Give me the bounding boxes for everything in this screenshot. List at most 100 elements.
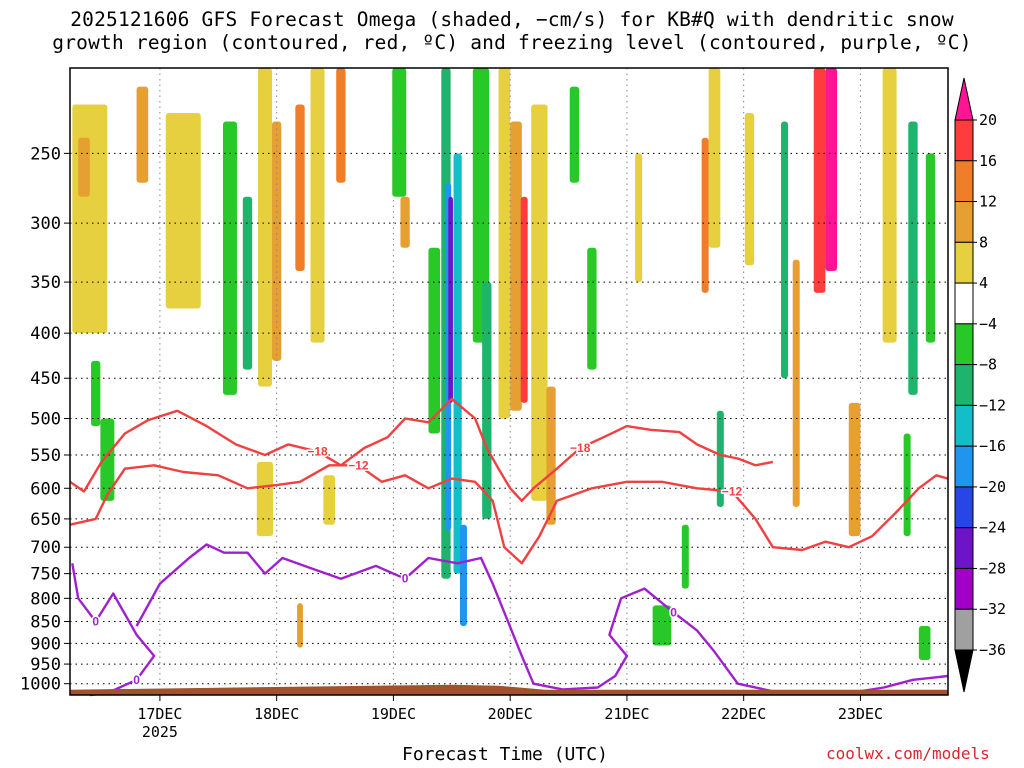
omega-cell (257, 68, 272, 387)
omega-cell (498, 68, 511, 419)
omega-cell (903, 433, 911, 537)
contour-label: −12 (722, 484, 743, 498)
omega-cell (222, 121, 237, 395)
x-tick-year: 2025 (142, 723, 178, 741)
colorbar-label: 16 (979, 152, 997, 170)
omega-cell (295, 104, 305, 271)
omega-cell (323, 475, 336, 525)
omega-cell (908, 121, 918, 395)
contour-label: −12 (348, 458, 369, 472)
y-tick-label: 550 (30, 446, 61, 466)
omega-cell (400, 196, 410, 248)
omega-cell (482, 282, 492, 519)
omega-cell (701, 137, 709, 293)
y-tick-label: 250 (30, 144, 61, 164)
omega-cell (635, 153, 643, 283)
contour-label: 0 (670, 605, 677, 619)
ground-strip (70, 684, 948, 695)
omega-cell (453, 153, 462, 574)
y-tick-label: 600 (30, 479, 61, 499)
x-tick-label: 19DEC (371, 705, 416, 723)
omega-cell (336, 68, 346, 183)
omega-cell (520, 196, 528, 403)
omega-cell (448, 196, 453, 403)
contour-line (69, 464, 949, 565)
colorbar-label: −20 (979, 478, 1006, 496)
colorbar-swatch (954, 160, 974, 203)
plot-frame (69, 67, 949, 696)
omega-cell (569, 86, 580, 183)
contour-line (71, 563, 156, 697)
colorbar-min-arrow (954, 649, 974, 693)
colorbar-label: −12 (979, 396, 1006, 414)
x-tick-label: 17DEC (137, 705, 182, 723)
omega-cell (781, 121, 789, 379)
contour-line (69, 397, 774, 502)
y-tick-label: 650 (30, 510, 61, 530)
omega-cell (825, 68, 838, 271)
x-tick-label: 20DEC (488, 705, 533, 723)
omega-cell (813, 68, 826, 293)
omega-cell (792, 259, 800, 507)
colorbar-max-arrow (954, 77, 974, 121)
contour-label: 0 (92, 615, 99, 629)
source-watermark: coolwx.com/models (826, 744, 990, 763)
colorbar-label: −8 (979, 356, 997, 374)
contour-label: 0 (402, 572, 409, 586)
colorbar-label: 12 (979, 193, 997, 211)
colorbar-label: 4 (979, 274, 988, 292)
colorbar-swatch (954, 364, 974, 406)
omega-cell (459, 524, 467, 626)
colorbar-label: −28 (979, 559, 1006, 577)
colorbar-swatch (954, 445, 974, 488)
omega-cell (165, 113, 201, 309)
omega-cell (310, 68, 325, 343)
colorbar-label: −32 (979, 600, 1006, 618)
y-tick-label: 900 (30, 634, 61, 654)
x-tick-label: 18DEC (254, 705, 299, 723)
omega-cell (531, 104, 548, 501)
colorbar-swatch (954, 608, 974, 651)
y-tick-label: 400 (30, 324, 61, 344)
y-tick-label: 500 (30, 410, 61, 430)
omega-cell (242, 196, 253, 370)
omega-cell (136, 86, 149, 183)
y-tick-label: 300 (30, 214, 61, 234)
omega-cell (744, 113, 755, 266)
omega-cell (681, 524, 689, 589)
omega-cell (848, 402, 861, 537)
title-line-1: 2025121606 GFS Forecast Omega (shaded, −… (70, 8, 954, 31)
contour-line (135, 543, 949, 695)
colorbar-swatch (954, 404, 974, 447)
y-tick-label: 950 (30, 655, 61, 675)
colorbar-swatch (954, 241, 974, 284)
colorbar-label: −4 (979, 315, 997, 333)
omega-cell (256, 461, 274, 537)
omega-cell (918, 625, 931, 661)
omega-cell (546, 386, 556, 525)
colorbar-label: 8 (979, 233, 988, 251)
omega-cell (297, 603, 303, 648)
colorbar-swatch (954, 567, 974, 610)
grid-lines (70, 68, 948, 695)
colorbar-swatch (954, 323, 974, 366)
omega-cell (91, 360, 101, 427)
y-tick-label: 850 (30, 613, 61, 633)
y-tick-label: 750 (30, 565, 61, 585)
contour-label: −18 (307, 444, 328, 458)
colorbar-swatch (954, 486, 974, 529)
contour-label: 0 (133, 673, 140, 687)
colorbar-label: 20 (979, 111, 997, 129)
omega-cell (392, 68, 407, 197)
contour-label: −18 (570, 441, 591, 455)
colorbar-swatch (954, 282, 974, 325)
omega-cell (587, 247, 597, 370)
omega-cell (72, 104, 108, 334)
y-tick-label: 1000 (20, 675, 61, 695)
contour-lines: −18 −18 −12 −12 0 0 0 0 (69, 397, 949, 697)
chart-title: 2025121606 GFS Forecast Omega (shaded, −… (0, 8, 1024, 54)
y-tick-label: 450 (30, 369, 61, 389)
x-axis-label: Forecast Time (UTC) (402, 744, 608, 765)
omega-cell (78, 137, 90, 197)
omega-cell (652, 605, 672, 646)
